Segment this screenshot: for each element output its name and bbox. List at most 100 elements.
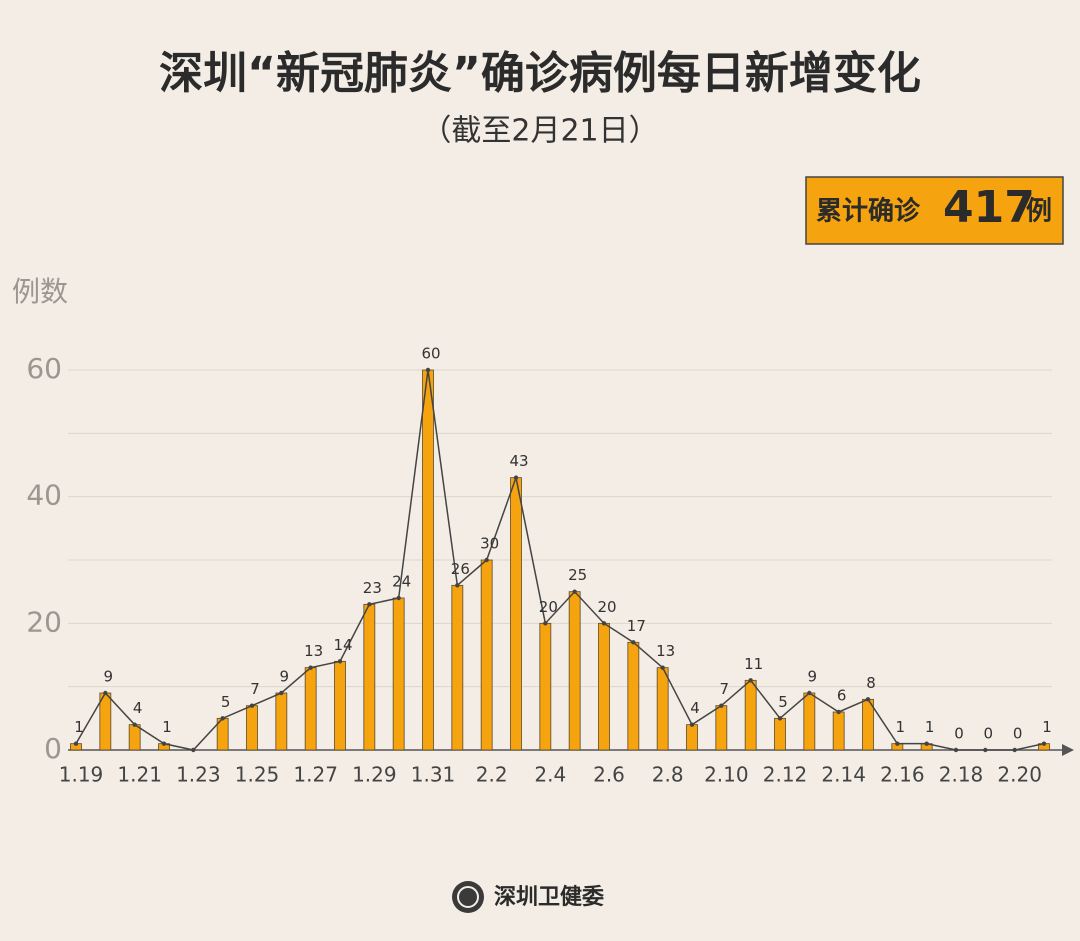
trend-point bbox=[1041, 741, 1047, 746]
y-tick-label: 0 bbox=[44, 732, 62, 765]
bar bbox=[803, 692, 816, 751]
y-tick-label: 20 bbox=[26, 605, 62, 638]
footer: 深圳卫健委 bbox=[494, 884, 604, 910]
value-label: 1 bbox=[1042, 718, 1052, 736]
chart-title: 深圳“新冠肺炎”确诊病例每日新增变化 bbox=[159, 48, 921, 99]
value-label: 8 bbox=[866, 674, 876, 692]
trend-point bbox=[660, 665, 665, 670]
value-label: 11 bbox=[744, 655, 763, 673]
bar bbox=[598, 622, 610, 751]
x-tick-label: 2.18 bbox=[939, 763, 984, 787]
bar bbox=[451, 584, 464, 751]
value-label: 23 bbox=[363, 579, 382, 597]
value-label: 0 bbox=[954, 725, 964, 743]
y-tick-label: 40 bbox=[26, 479, 62, 512]
logo-ring bbox=[457, 886, 479, 908]
bar bbox=[862, 698, 874, 751]
bar bbox=[99, 692, 112, 751]
trend-point bbox=[748, 678, 753, 683]
trend-point bbox=[396, 595, 401, 601]
bar bbox=[480, 559, 493, 751]
trend-point bbox=[719, 703, 724, 708]
value-label: 1 bbox=[162, 718, 172, 736]
value-label: 6 bbox=[837, 687, 847, 705]
value-label: 1 bbox=[925, 718, 935, 736]
x-tick-label: 1.23 bbox=[176, 763, 221, 787]
bar bbox=[510, 477, 522, 751]
trend-point bbox=[807, 690, 812, 696]
trend-line bbox=[75, 369, 1045, 751]
bar bbox=[422, 369, 434, 751]
total-suffix: 例 bbox=[1026, 197, 1052, 227]
x-tick-label: 1.29 bbox=[352, 763, 397, 787]
bar bbox=[128, 724, 141, 751]
bar bbox=[334, 660, 346, 751]
x-tick-label: 2.6 bbox=[593, 763, 625, 787]
value-label: 26 bbox=[451, 560, 470, 578]
value-label: 4 bbox=[133, 699, 143, 717]
bar bbox=[275, 692, 288, 751]
bar bbox=[832, 711, 845, 751]
axis-arrow bbox=[1062, 744, 1074, 756]
x-tick-label: 2.10 bbox=[704, 763, 749, 787]
total-box bbox=[805, 176, 1064, 245]
y-tick-label: 60 bbox=[26, 352, 62, 385]
trend-point bbox=[132, 722, 137, 727]
trend-point bbox=[924, 741, 929, 746]
x-tick-label: 2.16 bbox=[880, 763, 925, 787]
total-prefix: 累计确诊 bbox=[816, 196, 921, 227]
trend-point bbox=[73, 741, 79, 746]
x-tick-label: 1.27 bbox=[293, 763, 338, 787]
bar bbox=[627, 641, 640, 751]
trend-point bbox=[191, 747, 196, 753]
value-label: 7 bbox=[720, 680, 730, 698]
value-label: 13 bbox=[656, 642, 675, 660]
trend-point bbox=[543, 621, 548, 626]
y-axis-label: 例数 bbox=[12, 275, 68, 308]
trend-point bbox=[953, 747, 959, 753]
value-label: 4 bbox=[690, 699, 700, 717]
trend-point bbox=[337, 659, 343, 664]
trend-point bbox=[895, 741, 900, 746]
bar bbox=[246, 705, 258, 751]
x-tick-label: 1.21 bbox=[117, 763, 162, 787]
x-tick-label: 2.20 bbox=[997, 763, 1042, 787]
value-label: 24 bbox=[392, 573, 411, 591]
value-label: 14 bbox=[333, 636, 352, 654]
bar bbox=[744, 679, 757, 751]
trend-point bbox=[836, 709, 841, 715]
trend-point bbox=[601, 621, 607, 626]
value-label: 1 bbox=[896, 718, 906, 736]
trend-point bbox=[220, 716, 225, 721]
value-label: 20 bbox=[597, 598, 616, 616]
trend-point bbox=[455, 583, 460, 588]
value-label: 25 bbox=[568, 566, 587, 584]
trend-point bbox=[865, 697, 871, 702]
bar bbox=[774, 717, 786, 751]
value-label: 9 bbox=[808, 668, 818, 686]
bar bbox=[363, 603, 376, 751]
value-label: 5 bbox=[778, 693, 788, 711]
x-tick-label: 1.19 bbox=[59, 763, 104, 787]
trend-point bbox=[513, 475, 519, 480]
logo bbox=[452, 881, 484, 913]
x-tick-label: 2.2 bbox=[476, 763, 508, 787]
value-label: 7 bbox=[250, 680, 260, 698]
bar bbox=[686, 724, 698, 751]
trend-point bbox=[161, 741, 167, 746]
bar bbox=[539, 622, 552, 751]
trend-point bbox=[279, 690, 284, 696]
value-label: 60 bbox=[421, 345, 440, 363]
trend-point bbox=[484, 557, 489, 563]
trend-point bbox=[103, 690, 108, 696]
trend-point bbox=[367, 602, 372, 607]
trend-point bbox=[631, 640, 636, 645]
value-label: 30 bbox=[480, 535, 499, 553]
value-label: 9 bbox=[104, 668, 114, 686]
trend-point bbox=[308, 665, 313, 670]
bar bbox=[304, 667, 317, 751]
trend-point bbox=[425, 367, 431, 373]
x-tick-label: 2.4 bbox=[534, 763, 566, 787]
